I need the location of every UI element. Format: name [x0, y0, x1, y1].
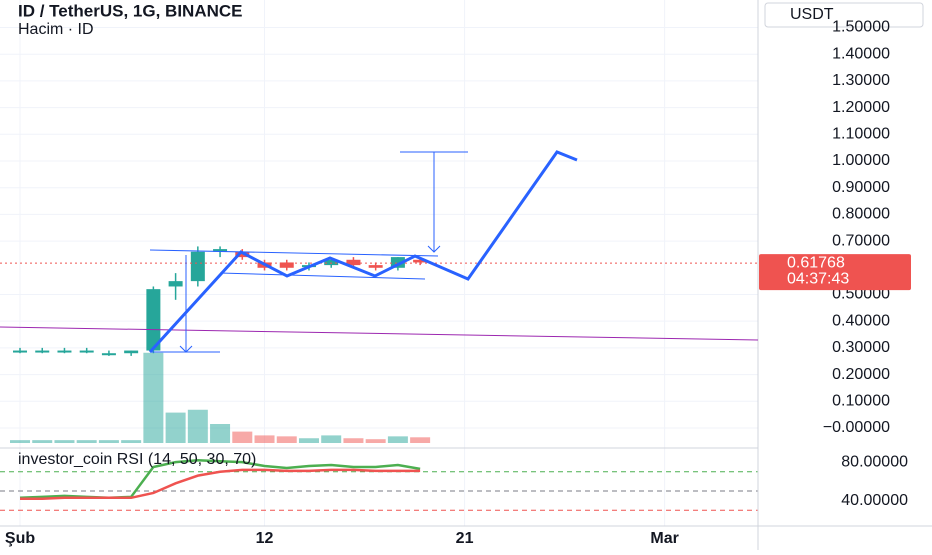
candle-body	[13, 350, 28, 353]
volume-bar	[54, 440, 75, 443]
y-tick-label: 0.40000	[832, 312, 890, 329]
volume-bar	[187, 409, 208, 443]
chart-subtitle: Hacim · ID	[18, 21, 94, 38]
rsi-tick-label: 40.00000	[841, 492, 908, 509]
candle-body	[213, 249, 228, 252]
y-tick-label: 0.80000	[832, 206, 890, 223]
currency-button[interactable]	[764, 2, 924, 28]
volume-bar	[365, 439, 386, 443]
volume-bar	[254, 435, 275, 443]
countdown-label: 04:37:43	[787, 270, 849, 287]
candle-body	[57, 350, 72, 353]
x-tick-label: 21	[456, 530, 474, 547]
candle-body	[101, 353, 116, 356]
rsi-title: investor_coin RSI (14, 50, 30, 70)	[18, 451, 256, 468]
candle-body	[235, 251, 250, 258]
volume-bar	[32, 440, 53, 443]
last-price-label: 0.61768	[787, 254, 845, 271]
volume-bar	[10, 440, 31, 443]
volume-bar	[321, 435, 342, 443]
volume-bar	[298, 438, 319, 443]
y-tick-label: 1.10000	[832, 126, 890, 143]
candle-body	[413, 259, 428, 263]
y-tick-label: 0.30000	[832, 339, 890, 356]
chart-title: ID / TetherUS, 1G, BINANCE	[18, 1, 243, 20]
candle-body	[324, 259, 339, 266]
candle-body	[79, 350, 94, 353]
rsi-tick-label: 80.00000	[841, 453, 908, 470]
y-tick-label: 0.70000	[832, 232, 890, 249]
candle-body	[368, 265, 383, 268]
price-label-bg	[759, 254, 911, 291]
trend-line	[0, 326, 759, 341]
volume-bar	[165, 412, 186, 443]
candle-body	[346, 259, 361, 266]
volume-bar	[98, 440, 119, 443]
currency-label[interactable]: USDT	[790, 6, 834, 23]
projection-arrow	[148, 150, 578, 354]
y-tick-label: 1.00000	[832, 152, 890, 169]
volume-bar	[121, 440, 142, 443]
candle-body	[279, 262, 294, 268]
y-tick-label: 1.30000	[832, 72, 890, 89]
volume-bar	[410, 437, 431, 443]
x-tick-label: 12	[256, 530, 274, 547]
volume-bar	[143, 352, 164, 443]
volume-bar	[276, 436, 297, 443]
candle-body	[190, 251, 205, 282]
volume-bar	[232, 431, 253, 443]
y-tick-label: 1.40000	[832, 45, 890, 62]
x-tick-label: Mar	[650, 530, 678, 547]
y-tick-label: 1.50000	[832, 19, 890, 36]
rsi-line	[20, 468, 421, 500]
volume-bar	[76, 440, 97, 443]
y-tick-label: 0.10000	[832, 392, 890, 409]
volume-bar	[343, 438, 364, 443]
pattern-drawing	[149, 151, 468, 353]
y-tick-label: 0.90000	[832, 179, 890, 196]
candle-body	[168, 281, 183, 287]
candle-body	[390, 257, 405, 268]
volume-bar	[210, 424, 231, 443]
candle-body	[146, 289, 161, 351]
y-tick-label: 1.20000	[832, 99, 890, 116]
y-tick-label: 0.20000	[832, 366, 890, 383]
candle-body	[124, 350, 139, 354]
volume-bar	[387, 436, 408, 443]
y-tick-label: −0.00000	[823, 419, 890, 436]
candle-body	[35, 350, 50, 353]
x-tick-label: Şub	[5, 530, 35, 547]
